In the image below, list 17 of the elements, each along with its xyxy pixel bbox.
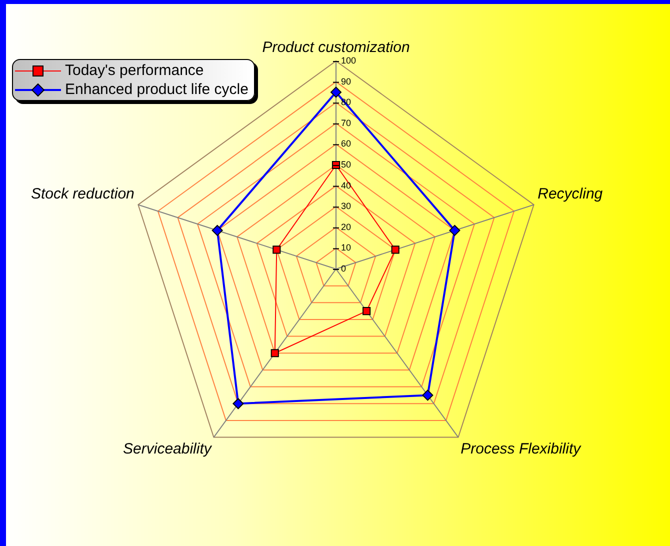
y-tick-label: 30 <box>341 201 352 212</box>
y-tick-label: 70 <box>341 118 352 128</box>
y-tick-label: 60 <box>341 138 352 149</box>
spoke-label: Recycling <box>538 186 604 203</box>
spoke-label: Product customization <box>262 39 410 56</box>
y-tick-label: 100 <box>341 55 356 66</box>
spoke-label: Stock reduction <box>30 186 134 203</box>
y-tick-label: 10 <box>341 242 352 253</box>
legend-label: Enhanced product life cycle <box>65 81 248 98</box>
spoke-label: Process Flexibility <box>460 440 582 458</box>
y-tick-label: 0 <box>341 263 346 274</box>
y-tick-label: 50 <box>341 159 352 170</box>
y-tick-label: 20 <box>341 222 352 232</box>
legend-label: Today's performance <box>65 62 204 79</box>
spoke-label: Serviceability <box>123 440 213 458</box>
y-tick-label: 40 <box>341 180 352 190</box>
y-tick-label: 90 <box>341 76 352 86</box>
